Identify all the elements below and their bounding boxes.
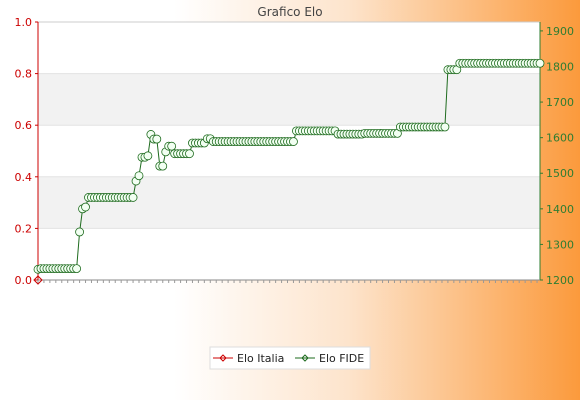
legend-marker-elo-fide <box>301 354 309 362</box>
legend-label-elo-italia: Elo Italia <box>237 352 284 365</box>
left-tick-label: 0.8 <box>15 68 33 81</box>
right-tick-label: 1600 <box>546 132 574 145</box>
series-elo-fide <box>33 58 545 274</box>
right-tick-label: 1500 <box>546 167 574 180</box>
data-point-elo-fide[interactable] <box>134 171 144 181</box>
left-axis-ticks: 0.0 0.2 0.4 0.6 0.8 1.0 <box>15 16 38 287</box>
data-point-elo-fide[interactable] <box>143 151 153 161</box>
legend-label-elo-fide: Elo FIDE <box>319 352 364 365</box>
left-tick-label: 0.0 <box>15 274 33 287</box>
data-point-elo-fide[interactable] <box>167 141 177 151</box>
right-tick-label: 1800 <box>546 60 574 73</box>
series-elo-italia <box>33 275 43 285</box>
data-point-elo-fide[interactable] <box>289 137 298 146</box>
data-point-elo-fide[interactable] <box>185 149 194 159</box>
left-tick-label: 0.4 <box>15 171 33 184</box>
legend-item-elo-italia[interactable]: Elo Italia <box>213 352 284 365</box>
data-point-elo-fide[interactable] <box>75 227 84 237</box>
grid-band <box>38 73 540 126</box>
right-tick-label: 1300 <box>546 238 574 251</box>
legend-item-elo-fide[interactable]: Elo FIDE <box>295 352 364 365</box>
right-tick-label: 1400 <box>546 203 574 216</box>
data-point-elo-fide[interactable] <box>72 264 82 274</box>
right-tick-label: 1200 <box>546 274 574 287</box>
left-tick-label: 0.6 <box>15 119 33 132</box>
data-point-elo-fide[interactable] <box>158 161 168 171</box>
data-point-elo-fide[interactable] <box>535 58 545 68</box>
legend: Elo Italia Elo FIDE <box>209 346 371 370</box>
data-point-elo-fide[interactable] <box>152 134 162 144</box>
legend-marker-elo-italia <box>219 354 227 362</box>
chart-title: Grafico Elo <box>257 5 322 19</box>
data-point-elo-fide[interactable] <box>440 122 450 132</box>
x-axis-ticks <box>37 280 538 283</box>
data-point-elo-italia[interactable] <box>33 275 43 285</box>
data-point-elo-fide[interactable] <box>81 202 90 212</box>
legend-box <box>209 346 371 370</box>
data-point-elo-fide[interactable] <box>128 193 138 202</box>
right-tick-label: 1900 <box>546 25 574 38</box>
right-tick-label: 1700 <box>546 96 574 109</box>
right-axis-ticks: 1200 1300 1400 1500 1600 1700 1800 1900 <box>540 25 574 287</box>
left-tick-label: 0.2 <box>15 222 33 235</box>
grid-band <box>38 176 540 229</box>
left-tick-label: 1.0 <box>15 16 33 29</box>
